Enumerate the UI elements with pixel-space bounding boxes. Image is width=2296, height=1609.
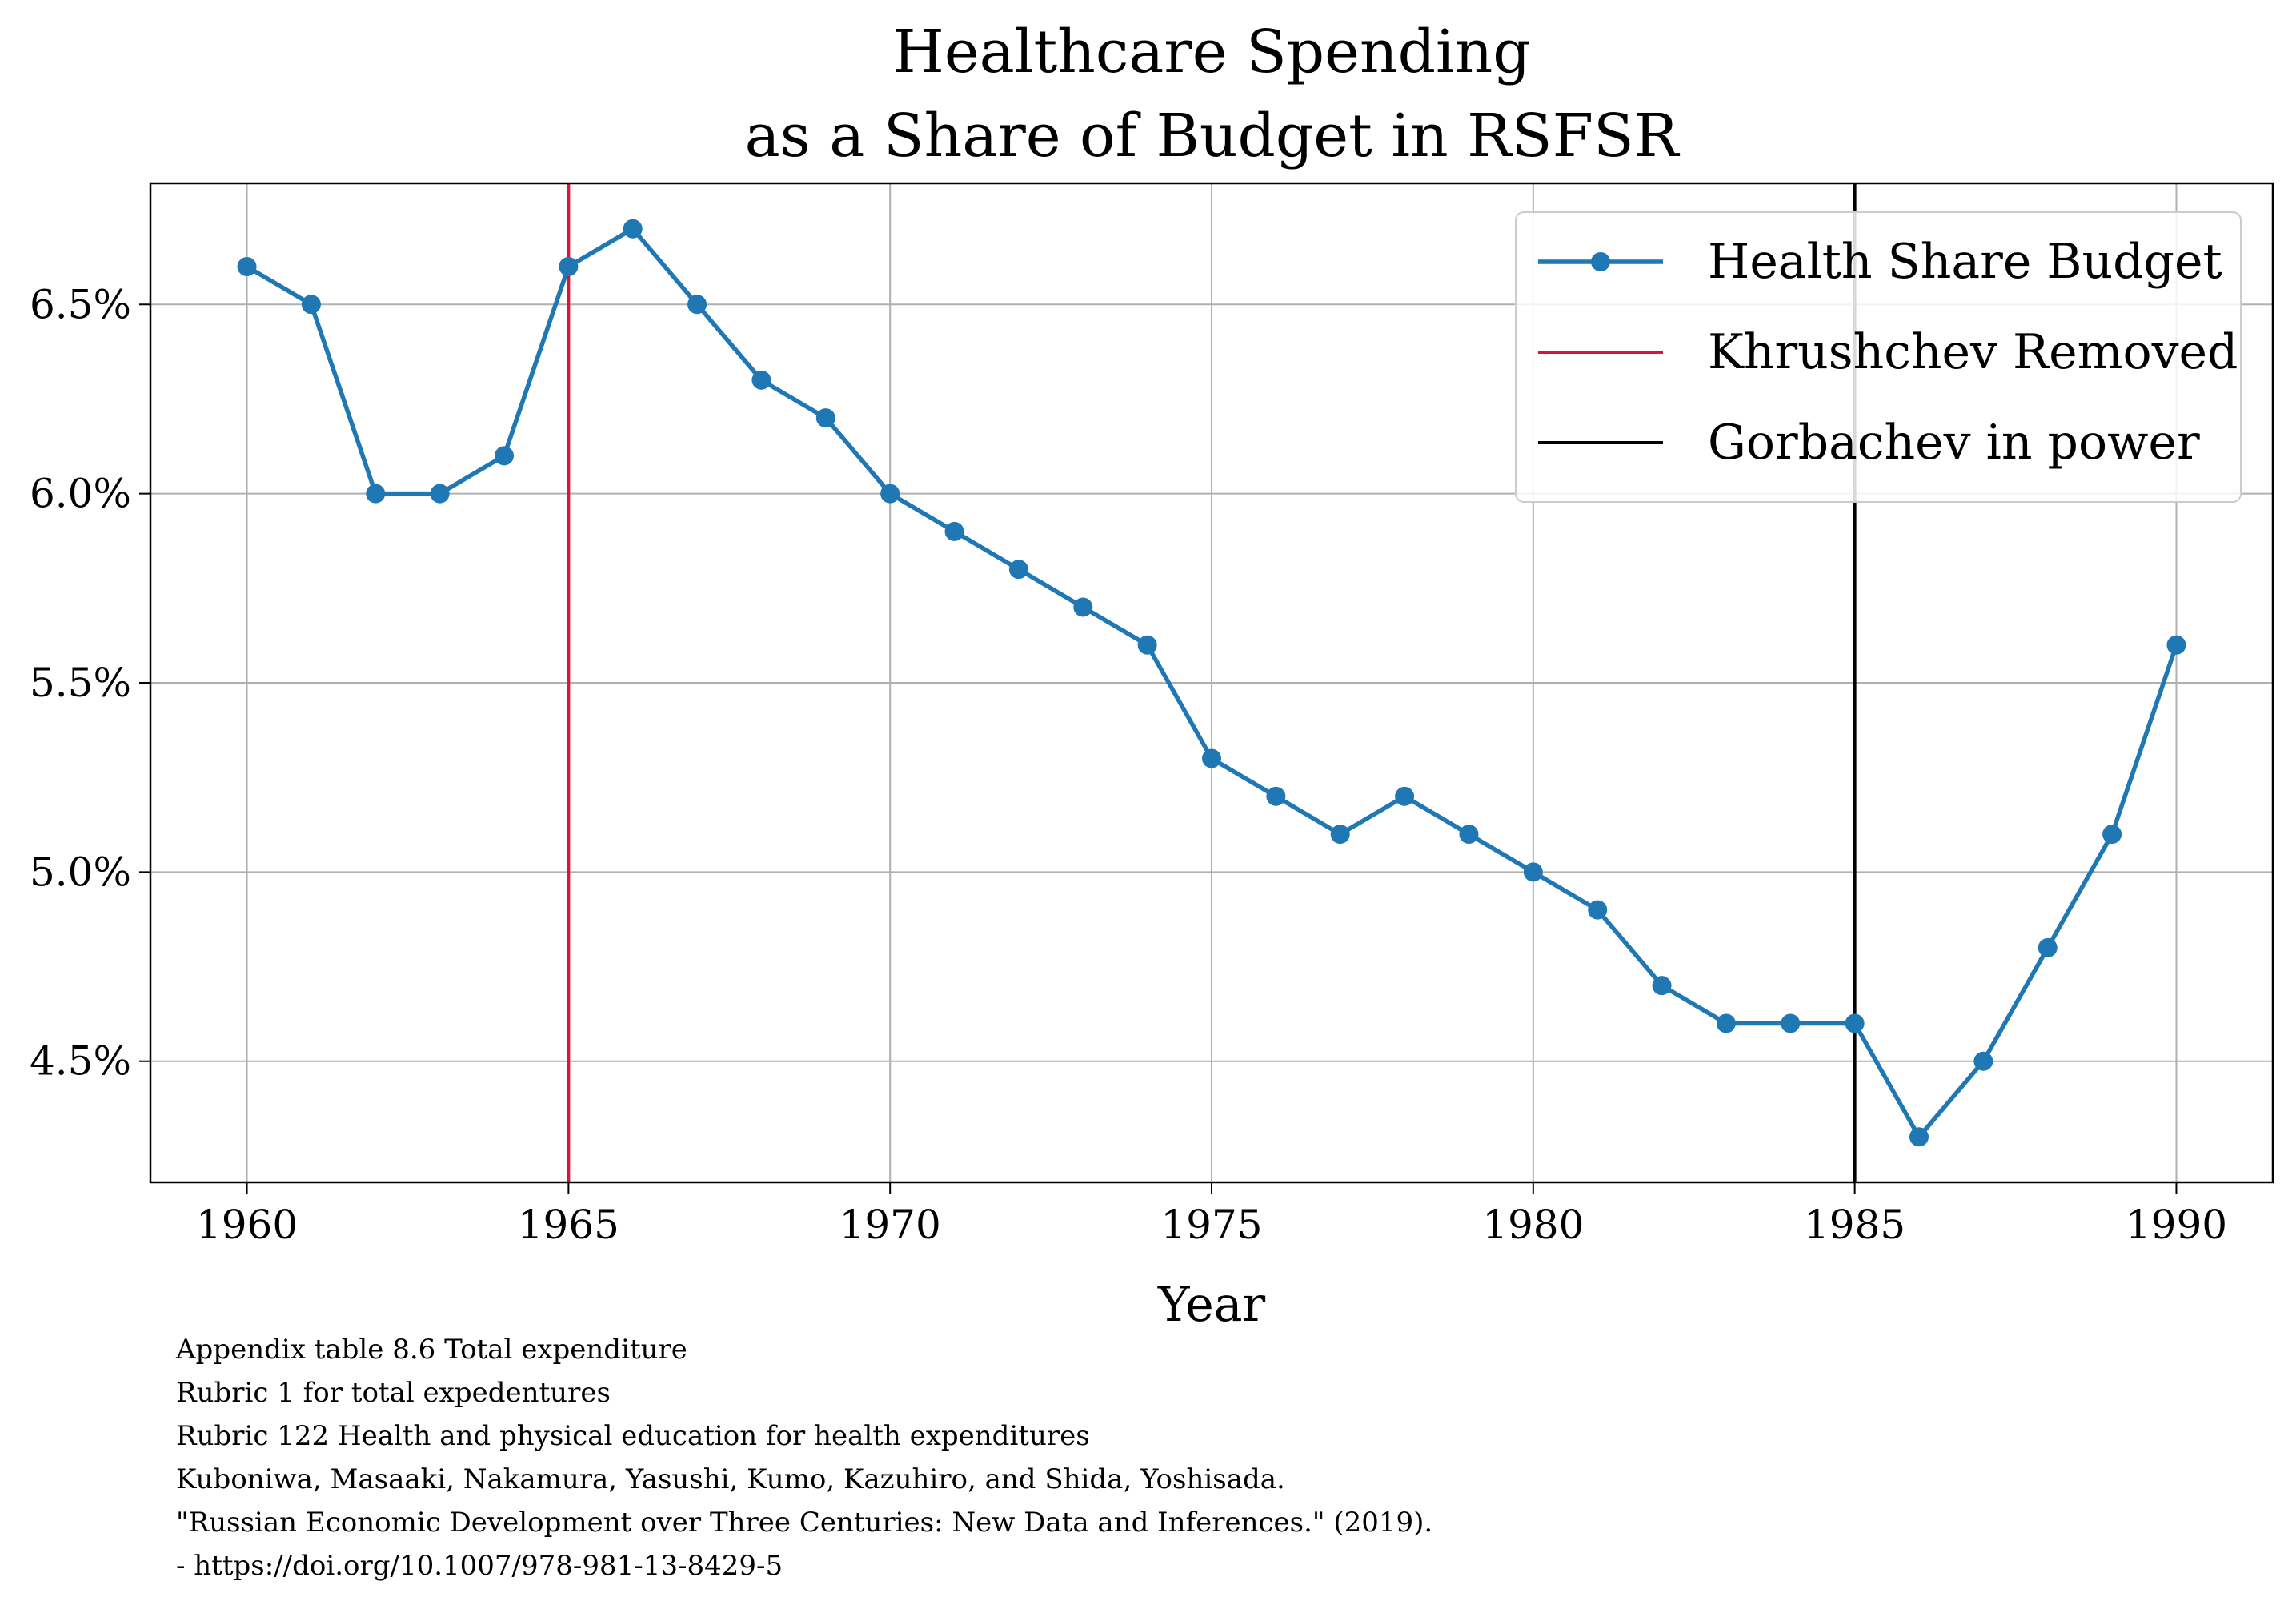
x-tick-label: 1990 [2126,1202,2227,1248]
data-point [1459,825,1479,845]
x-tick-label: 1980 [1482,1202,1584,1248]
chart-title-line: as a Share of Budget in RSFSR [745,102,1681,171]
data-point [2166,635,2186,655]
footnote-line: Rubric 1 for total expedentures [176,1377,611,1409]
x-tick-label: 1970 [839,1202,941,1248]
data-point [1716,1013,1736,1033]
footnote-line: Appendix table 8.6 Total expenditure [175,1334,687,1366]
x-tick-label: 1985 [1804,1202,1905,1248]
data-point [751,370,771,390]
footnote-line: Rubric 122 Health and physical education… [176,1420,1090,1452]
data-point [1781,1013,1801,1033]
data-point [1202,748,1221,768]
data-point [1523,862,1543,882]
data-point [1588,900,1608,920]
data-point [1330,825,1350,845]
y-tick-label: 4.5% [30,1038,131,1085]
data-point [495,446,514,466]
legend-marker [1591,252,1610,271]
data-point [944,521,964,541]
data-point [1073,597,1093,617]
x-tick-label: 1975 [1160,1202,1262,1248]
data-point [623,219,643,239]
data-point [559,257,579,276]
y-tick-label: 6.5% [30,281,131,327]
legend-label: Health Share Budget [1708,234,2222,290]
data-point [1652,976,1672,996]
data-point [1008,560,1028,580]
data-point [1973,1051,1993,1071]
data-point [1266,786,1286,806]
data-point [815,408,835,428]
data-point [237,257,257,276]
data-point [1909,1127,1929,1147]
legend-box [1515,211,2242,503]
y-tick-label: 5.5% [30,660,131,706]
x-tick-label: 1965 [518,1202,619,1248]
x-tick-label: 1960 [196,1202,298,1248]
data-point [2102,825,2122,845]
data-point [366,484,386,504]
legend-label: Khrushchev Removed [1708,324,2238,380]
data-point [687,295,707,315]
data-point [301,295,321,315]
footnote-line: "Russian Economic Development over Three… [176,1507,1432,1539]
y-tick-label: 5.0% [30,849,131,895]
legend-label: Gorbachev in power [1708,415,2200,471]
chart-title-line: Healthcare Spending [892,18,1530,86]
data-point [1395,786,1415,806]
footnote-line: Kuboniwa, Masaaki, Nakamura, Yasushi, Ku… [176,1463,1285,1495]
data-point [430,484,450,504]
footnote-line: - https://doi.org/10.1007/978-981-13-842… [176,1550,783,1582]
data-point [1137,635,1157,655]
data-point [880,484,900,504]
y-tick-label: 6.0% [30,471,131,517]
data-point [2038,937,2058,957]
x-axis-label: Year [1157,1277,1266,1333]
data-point [1845,1013,1865,1033]
